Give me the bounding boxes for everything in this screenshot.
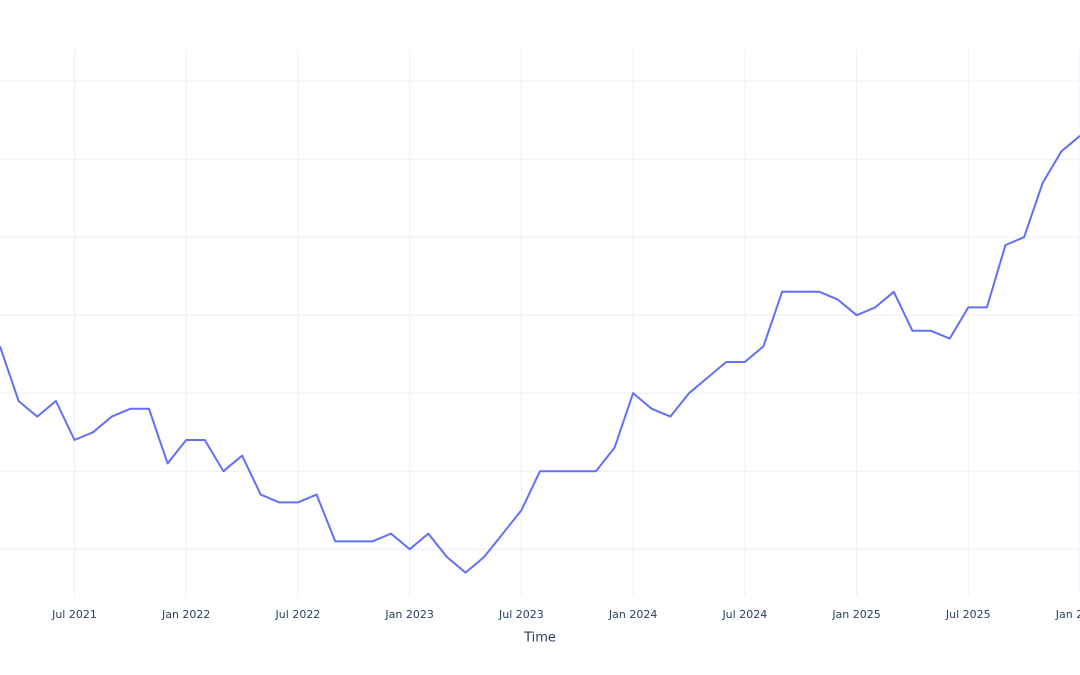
x-tick-label: Jul 2021 bbox=[51, 608, 97, 621]
x-tick-label: Jul 2025 bbox=[945, 608, 991, 621]
x-tick-label: Jul 2024 bbox=[721, 608, 767, 621]
x-tick-label: Jul 2022 bbox=[275, 608, 321, 621]
x-tick-label: Jan 2022 bbox=[161, 608, 210, 621]
x-tick-label: Jan 2026 bbox=[1055, 608, 1080, 621]
x-tick-label: Jul 2023 bbox=[498, 608, 544, 621]
x-tick-label: Jan 2023 bbox=[384, 608, 433, 621]
x-tick-label: Jan 2025 bbox=[831, 608, 880, 621]
line-series bbox=[0, 135, 1080, 574]
x-tick-label: Jan 2024 bbox=[608, 608, 657, 621]
x-axis-title: Time bbox=[523, 631, 556, 646]
